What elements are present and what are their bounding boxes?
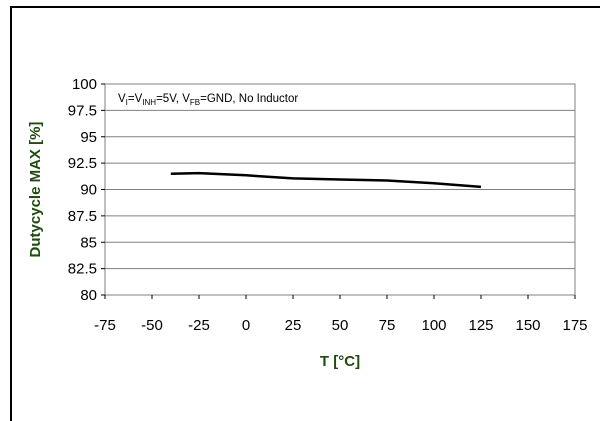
x-tick-label: 150	[515, 317, 540, 334]
annotation-text: =V	[128, 93, 143, 105]
x-tick-label: 25	[285, 317, 302, 334]
annotation-subscript: INH	[142, 98, 156, 107]
y-tick-label: 95	[80, 129, 97, 146]
x-ticks: -75 -50 -25 0 25 50 75 100 125 150 175	[94, 295, 588, 334]
y-axis-title: Dutycycle MAX [%]	[27, 122, 44, 258]
y-tick-label: 100	[72, 76, 97, 93]
annotation-subscript: I	[126, 98, 128, 107]
x-tick-label: 100	[421, 317, 446, 334]
x-tick-label: -25	[188, 317, 210, 334]
x-tick-label: -75	[94, 317, 116, 334]
y-tick-label: 87.5	[68, 208, 97, 225]
series-line	[170, 171, 482, 189]
x-tick-label: 175	[562, 317, 587, 334]
grid	[105, 83, 575, 296]
x-axis-title: T [°C]	[320, 353, 360, 370]
x-tick-label: 125	[468, 317, 493, 334]
x-tick-label: 75	[379, 317, 396, 334]
y-tick-label: 80	[80, 287, 97, 304]
y-tick-label: 97.5	[68, 102, 97, 119]
annotation-text: V	[118, 93, 126, 105]
x-tick-label: 50	[332, 317, 349, 334]
annotation: VI=VINH=5V, VFB=GND, No Inductor	[118, 93, 298, 107]
annotation-text: =GND, No Inductor	[200, 93, 298, 105]
y-tick-label: 92.5	[68, 155, 97, 172]
y-tick-label: 82.5	[68, 261, 97, 278]
frame-left-border	[10, 6, 12, 421]
series-group	[170, 171, 482, 189]
x-tick-label: 0	[242, 317, 250, 334]
y-tick-label: 90	[80, 182, 97, 199]
x-tick-label: -50	[141, 317, 163, 334]
frame-top-border	[10, 6, 600, 8]
y-ticks: 100 97.5 95 92.5 90 87.5 85 82.5 80	[68, 76, 105, 304]
y-tick-label: 85	[80, 234, 97, 251]
annotation-text: =5V, V	[156, 93, 190, 105]
annotation-subscript: FB	[190, 98, 200, 107]
